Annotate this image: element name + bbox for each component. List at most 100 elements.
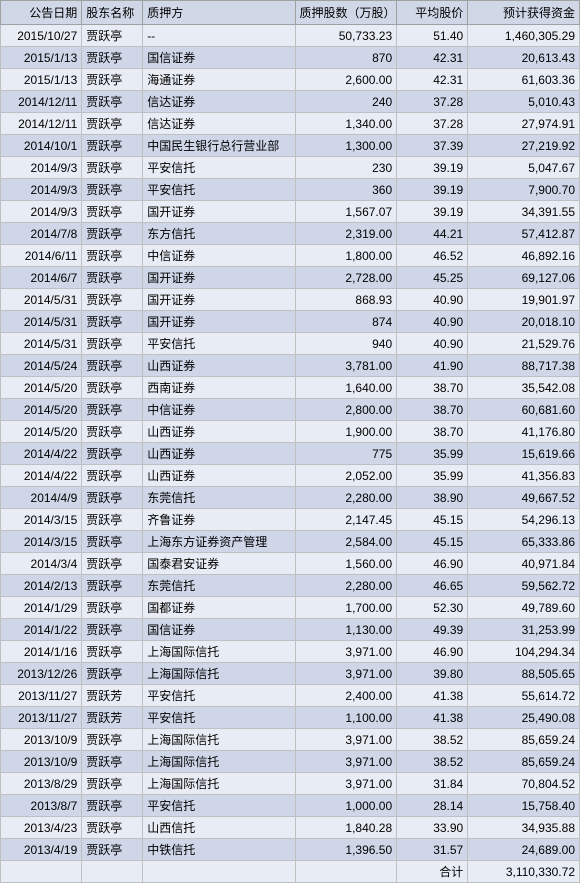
cell-party: 信达证券 — [143, 113, 295, 135]
cell-name: 贾跃亭 — [82, 597, 143, 619]
table-row: 2013/8/7贾跃亭平安信托1,000.0028.1415,758.40 — [1, 795, 580, 817]
table-body: 2015/10/27贾跃亭--50,733.2351.401,460,305.2… — [1, 25, 580, 861]
table-row: 2014/5/20贾跃亭山西证券1,900.0038.7041,176.80 — [1, 421, 580, 443]
table-row: 2014/5/31贾跃亭国开证券87440.9020,018.10 — [1, 311, 580, 333]
cell-shares: 3,971.00 — [295, 663, 397, 685]
cell-party: 上海国际信托 — [143, 641, 295, 663]
cell-funds: 25,490.08 — [468, 707, 580, 729]
cell-funds: 88,505.65 — [468, 663, 580, 685]
cell-price: 41.90 — [397, 355, 468, 377]
cell-date: 2014/9/3 — [1, 157, 82, 179]
cell-funds: 5,047.67 — [468, 157, 580, 179]
cell-shares: 2,584.00 — [295, 531, 397, 553]
cell-party: 信达证券 — [143, 91, 295, 113]
table-row: 2014/5/24贾跃亭山西证券3,781.0041.9088,717.38 — [1, 355, 580, 377]
cell-funds: 59,562.72 — [468, 575, 580, 597]
table-row: 2014/2/13贾跃亭东莞信托2,280.0046.6559,562.72 — [1, 575, 580, 597]
cell-date: 2013/10/9 — [1, 729, 82, 751]
cell-party: 平安信托 — [143, 179, 295, 201]
table-row: 2014/9/3贾跃亭平安信托23039.195,047.67 — [1, 157, 580, 179]
column-header: 质押方 — [143, 1, 295, 25]
cell-funds: 70,804.52 — [468, 773, 580, 795]
cell-party: 国都证券 — [143, 597, 295, 619]
cell-funds: 49,789.60 — [468, 597, 580, 619]
cell-price: 37.28 — [397, 113, 468, 135]
cell-price: 39.19 — [397, 201, 468, 223]
cell-name: 贾跃亭 — [82, 817, 143, 839]
cell-funds: 104,294.34 — [468, 641, 580, 663]
cell-name: 贾跃亭 — [82, 179, 143, 201]
cell-date: 2013/11/27 — [1, 707, 82, 729]
cell-price: 39.19 — [397, 179, 468, 201]
cell-name: 贾跃亭 — [82, 619, 143, 641]
cell-price: 42.31 — [397, 47, 468, 69]
table-row: 2015/10/27贾跃亭--50,733.2351.401,460,305.2… — [1, 25, 580, 47]
cell-party: 国开证券 — [143, 201, 295, 223]
table-row: 2014/6/11贾跃亭中信证券1,800.0046.5246,892.16 — [1, 245, 580, 267]
cell-name: 贾跃亭 — [82, 245, 143, 267]
cell-shares: 2,147.45 — [295, 509, 397, 531]
cell-shares: 868.93 — [295, 289, 397, 311]
cell-funds: 7,900.70 — [468, 179, 580, 201]
cell-shares: 1,340.00 — [295, 113, 397, 135]
column-header: 平均股价 — [397, 1, 468, 25]
cell-funds: 5,010.43 — [468, 91, 580, 113]
cell-funds: 34,391.55 — [468, 201, 580, 223]
cell-date: 2014/12/11 — [1, 91, 82, 113]
cell-date: 2013/10/9 — [1, 751, 82, 773]
cell-shares: 2,600.00 — [295, 69, 397, 91]
cell-funds: 21,529.76 — [468, 333, 580, 355]
cell-shares: 2,400.00 — [295, 685, 397, 707]
cell-party: 山西证券 — [143, 443, 295, 465]
cell-date: 2013/8/7 — [1, 795, 82, 817]
cell-date: 2014/5/20 — [1, 377, 82, 399]
cell-shares: 50,733.23 — [295, 25, 397, 47]
cell-name: 贾跃亭 — [82, 729, 143, 751]
cell-date: 2014/1/22 — [1, 619, 82, 641]
table-row: 2014/12/11贾跃亭信达证券24037.285,010.43 — [1, 91, 580, 113]
column-header: 预计获得资金 — [468, 1, 580, 25]
cell-name: 贾跃亭 — [82, 157, 143, 179]
cell-party: 中铁信托 — [143, 839, 295, 861]
cell-funds: 54,296.13 — [468, 509, 580, 531]
cell-party: 中信证券 — [143, 399, 295, 421]
cell-party: 山西证券 — [143, 421, 295, 443]
cell-price: 46.52 — [397, 245, 468, 267]
cell-name: 贾跃亭 — [82, 333, 143, 355]
cell-funds: 27,219.92 — [468, 135, 580, 157]
cell-date: 2014/3/4 — [1, 553, 82, 575]
cell-shares: 3,781.00 — [295, 355, 397, 377]
cell-funds: 49,667.52 — [468, 487, 580, 509]
cell-party: 上海国际信托 — [143, 773, 295, 795]
cell-party: 海通证券 — [143, 69, 295, 91]
table-row: 2014/5/20贾跃亭中信证券2,800.0038.7060,681.60 — [1, 399, 580, 421]
cell-shares: 2,800.00 — [295, 399, 397, 421]
cell-price: 31.84 — [397, 773, 468, 795]
pledge-table: 公告日期股东名称质押方质押股数（万股）平均股价预计获得资金 2015/10/27… — [0, 0, 580, 883]
table-row: 2015/1/13贾跃亭国信证券87042.3120,613.43 — [1, 47, 580, 69]
cell-name: 贾跃亭 — [82, 311, 143, 333]
cell-name: 贾跃亭 — [82, 355, 143, 377]
cell-name: 贾跃亭 — [82, 663, 143, 685]
cell-shares: 240 — [295, 91, 397, 113]
table-row: 2014/12/11贾跃亭信达证券1,340.0037.2827,974.91 — [1, 113, 580, 135]
cell-shares: 3,971.00 — [295, 641, 397, 663]
table-row: 2013/4/23贾跃亭山西信托1,840.2833.9034,935.88 — [1, 817, 580, 839]
cell-name: 贾跃亭 — [82, 795, 143, 817]
cell-price: 41.38 — [397, 685, 468, 707]
cell-shares: 940 — [295, 333, 397, 355]
cell-shares: 1,130.00 — [295, 619, 397, 641]
cell-funds: 15,619.66 — [468, 443, 580, 465]
cell-date: 2013/12/26 — [1, 663, 82, 685]
cell-party: 国开证券 — [143, 289, 295, 311]
cell-funds: 60,681.60 — [468, 399, 580, 421]
cell-shares: 2,280.00 — [295, 575, 397, 597]
cell-funds: 41,356.83 — [468, 465, 580, 487]
cell-price: 46.90 — [397, 553, 468, 575]
cell-name: 贾跃亭 — [82, 91, 143, 113]
cell-funds: 69,127.06 — [468, 267, 580, 289]
cell-party: 上海东方证券资产管理 — [143, 531, 295, 553]
cell-date: 2014/1/29 — [1, 597, 82, 619]
cell-shares: 1,700.00 — [295, 597, 397, 619]
cell-shares: 360 — [295, 179, 397, 201]
